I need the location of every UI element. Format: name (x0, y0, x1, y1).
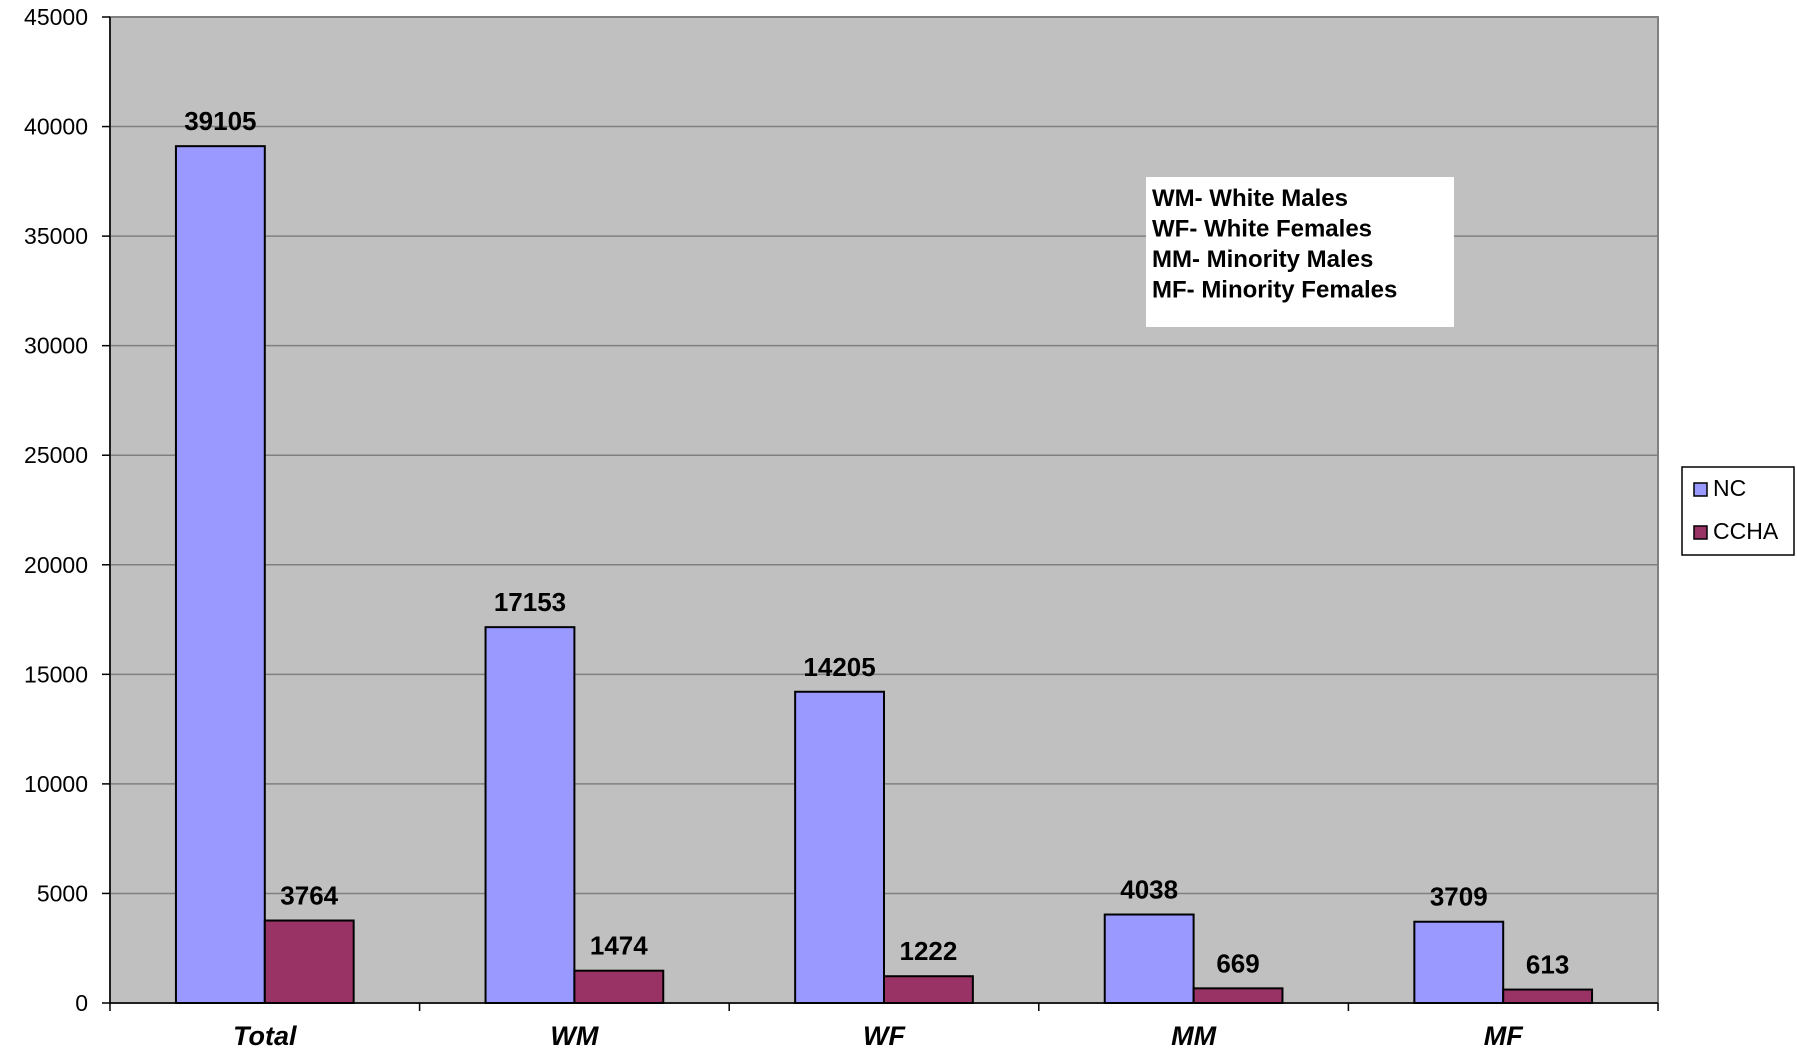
legend-swatch-ccha (1693, 525, 1708, 540)
bar-nc-wm (484, 626, 576, 1004)
bar-nc-total (174, 145, 266, 1004)
bar-nc-mf (1413, 920, 1505, 1004)
data-label: 3709 (1430, 882, 1488, 912)
note-line: MF- Minority Females (1152, 277, 1397, 304)
y-tick-label: 20000 (24, 552, 88, 578)
y-tick-label: 25000 (24, 442, 88, 468)
bar-nc-wf (794, 690, 885, 1005)
x-tick-label: MF (1484, 1021, 1524, 1051)
bars (174, 145, 1594, 1005)
note-line: MM- Minority Males (1152, 246, 1373, 273)
bar-ccha-wf (883, 975, 974, 1004)
data-label: 17153 (494, 587, 566, 617)
bar-ccha-mf (1502, 988, 1594, 1004)
note-box (1146, 177, 1454, 327)
bar-ccha-mm (1192, 987, 1284, 1005)
legend: NC CCHA (1681, 466, 1795, 556)
y-tick-label: 45000 (24, 4, 88, 30)
abbreviation-note: WM- White Males WF- White Females MM- Mino… (1146, 177, 1454, 327)
x-tick-label: MM (1171, 1021, 1216, 1051)
data-label: 4038 (1120, 875, 1178, 905)
x-tick-label: WF (863, 1021, 906, 1051)
bar-ccha-wm (573, 969, 665, 1004)
x-tick-label: WM (550, 1021, 598, 1051)
x-tick-label: Total (233, 1021, 297, 1051)
y-tick-label: 0 (75, 990, 88, 1016)
data-label: 613 (1526, 950, 1569, 980)
note-line: WM- White Males (1152, 185, 1348, 212)
y-tick-label: 10000 (24, 771, 88, 797)
bar-ccha-total (263, 919, 355, 1004)
data-label: 1222 (900, 936, 958, 966)
data-label: 14205 (803, 652, 875, 682)
legend-label: CCHA (1713, 518, 1779, 544)
y-tick-label: 40000 (24, 114, 88, 140)
y-tick-label: 5000 (37, 880, 88, 906)
note-line: WF- White Females (1152, 216, 1372, 243)
legend-label: NC (1713, 475, 1746, 501)
legend-box (1681, 466, 1795, 556)
legend-swatch-nc (1693, 482, 1708, 497)
y-tick-label: 15000 (24, 661, 88, 687)
data-label: 39105 (184, 106, 256, 136)
data-label: 3764 (280, 881, 338, 911)
data-label: 669 (1216, 948, 1259, 978)
y-tick-label: 30000 (24, 333, 88, 359)
data-label: 1474 (590, 931, 648, 961)
y-tick-label: 35000 (24, 223, 88, 249)
labels: 0 5000 10000 15000 20000 25000 30000 35000 40000… (24, 4, 1569, 1051)
bar-nc-mm (1103, 913, 1195, 1005)
